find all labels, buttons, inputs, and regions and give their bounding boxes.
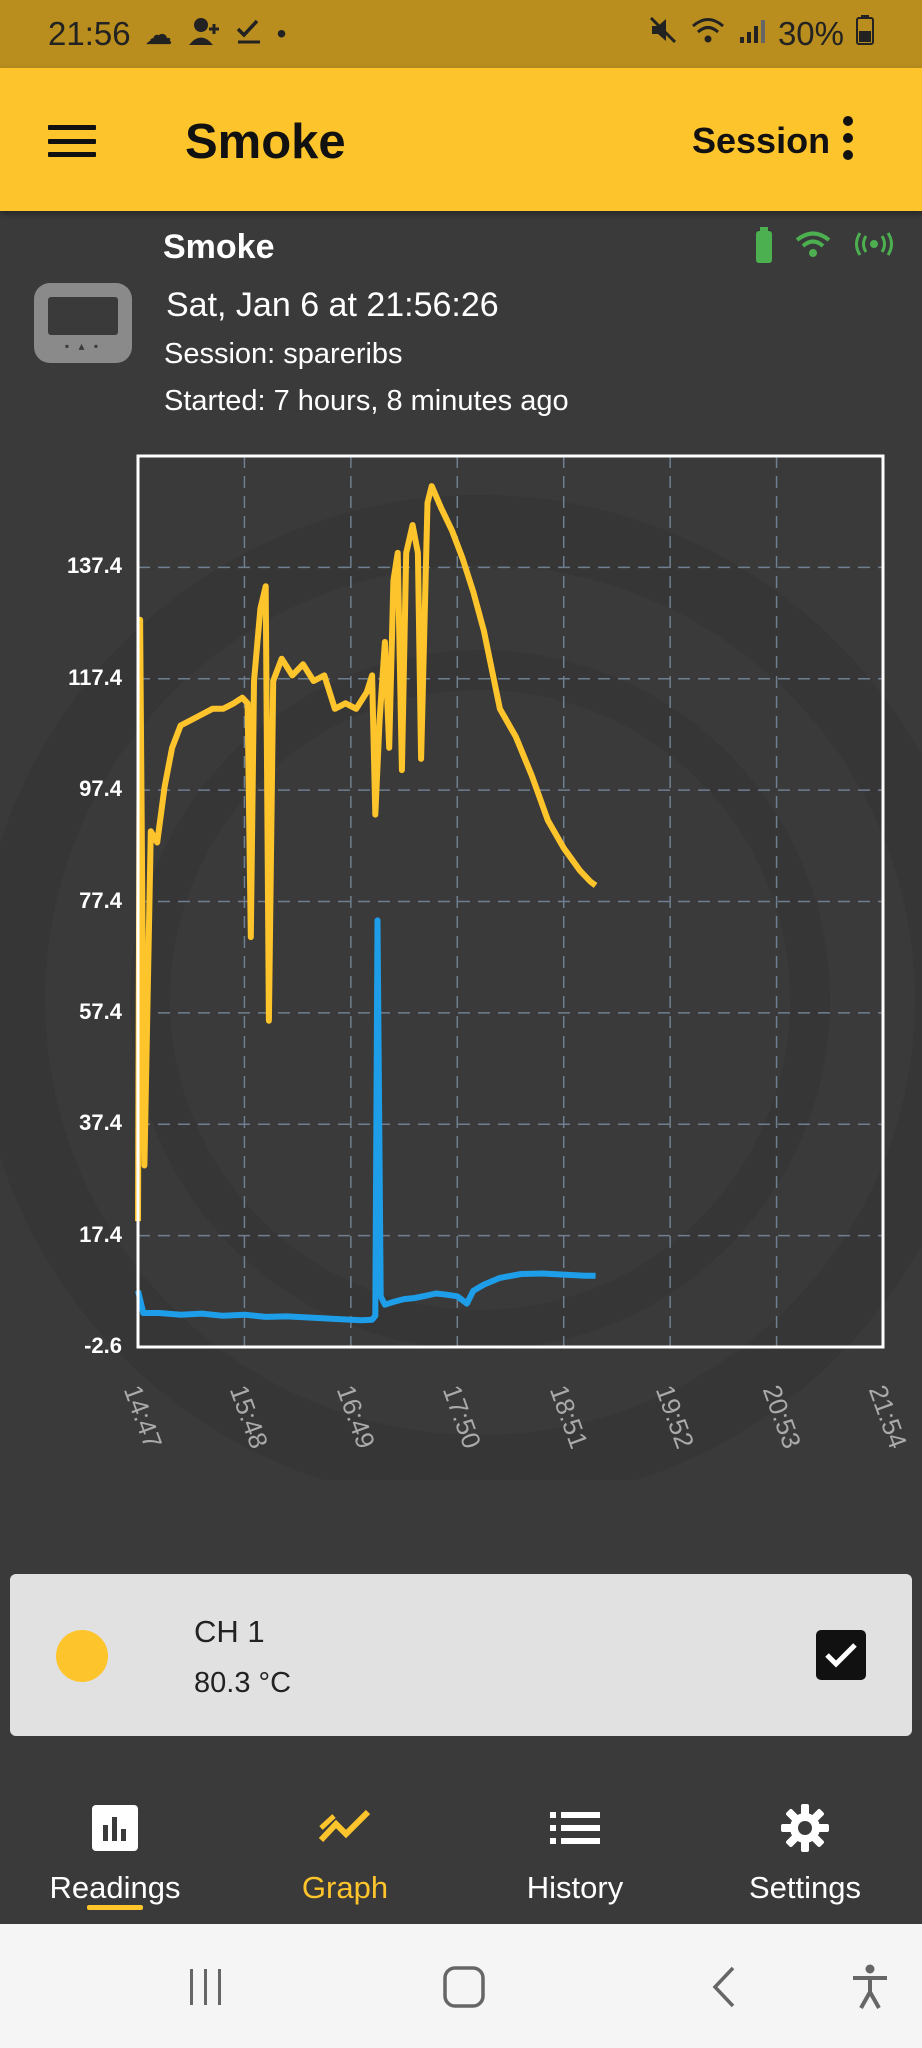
device-datetime: Sat, Jan 6 at 21:56:26 — [166, 286, 499, 324]
nav-history[interactable]: History — [460, 1754, 690, 1924]
y-tick-label: 57.4 — [79, 998, 122, 1024]
accessibility-icon[interactable] — [840, 1962, 900, 2012]
bar-chart-icon — [0, 1800, 230, 1856]
list-icon — [460, 1800, 690, 1856]
y-tick-label: 117.4 — [68, 664, 122, 690]
broadcast-icon — [854, 231, 894, 262]
device-wifi-icon — [794, 230, 832, 263]
gear-icon — [690, 1800, 920, 1856]
system-navigation-bar — [0, 1924, 922, 2048]
channel-value: 80.3 °C — [194, 1667, 292, 1699]
y-tick-label: 97.4 — [79, 776, 122, 802]
menu-icon[interactable] — [48, 125, 96, 157]
nav-label-graph: Graph — [301, 1870, 389, 1905]
y-tick-label: 37.4 — [79, 1110, 122, 1136]
nav-graph[interactable]: Graph — [230, 1754, 460, 1924]
nav-label-history: History — [526, 1870, 624, 1905]
recent-apps-icon[interactable] — [176, 1962, 236, 2012]
back-icon[interactable] — [694, 1962, 754, 2012]
trend-icon — [230, 1800, 460, 1856]
check-list-icon — [235, 17, 263, 52]
status-bar: 21:56 ☁ • 30% — [0, 0, 922, 68]
battery-percent: 30% — [777, 15, 844, 52]
y-tick-label: -2.6 — [84, 1333, 122, 1358]
series-line-ch1 — [135, 483, 598, 1222]
nav-label-readings: Readings — [49, 1870, 181, 1905]
device-battery-icon — [756, 226, 772, 263]
session-started: Started: 7 hours, 8 minutes ago — [164, 385, 569, 417]
active-tab-indicator — [87, 1905, 143, 1910]
y-tick-label: 137.4 — [66, 553, 122, 579]
y-tick-label: 77.4 — [79, 887, 122, 913]
page-title: Smoke — [185, 115, 346, 169]
more-options-icon[interactable] — [842, 116, 854, 160]
nav-readings[interactable]: Readings — [0, 1754, 230, 1924]
channel-name: CH 1 — [194, 1614, 265, 1649]
channel-card[interactable]: CH 1 80.3 °C — [10, 1574, 912, 1736]
y-tick-label: 17.4 — [79, 1221, 122, 1247]
chart-canvas[interactable] — [0, 440, 922, 1480]
series-line-ch2 — [135, 917, 596, 1324]
cloud-icon: ☁ — [144, 18, 173, 50]
checkmark-icon — [825, 1643, 857, 1668]
app-bar: Smoke Session — [0, 68, 922, 211]
person-add-icon — [187, 16, 221, 53]
plot-border — [136, 454, 885, 1349]
battery-icon — [856, 15, 874, 53]
notification-dot-icon: • — [276, 18, 287, 49]
mute-icon — [648, 15, 678, 53]
status-time: 21:56 — [48, 15, 131, 52]
temperature-chart[interactable] — [0, 440, 922, 1480]
thermometer-device-icon: ▪ ▴ ▪ — [34, 283, 132, 363]
nav-label-settings: Settings — [748, 1870, 861, 1905]
signal-icon — [738, 15, 766, 53]
device-name: Smoke — [163, 228, 275, 266]
session-name: Session: spareribs — [164, 338, 403, 370]
channel-color-dot — [56, 1630, 108, 1682]
wifi-icon — [690, 15, 726, 53]
nav-settings[interactable]: Settings — [690, 1754, 920, 1924]
channel-visibility-checkbox[interactable] — [816, 1630, 866, 1680]
bottom-navigation: Readings Graph History — [0, 1754, 922, 1924]
session-button[interactable]: Session — [692, 120, 831, 161]
home-icon[interactable] — [434, 1962, 494, 2012]
connection-status — [756, 226, 894, 263]
